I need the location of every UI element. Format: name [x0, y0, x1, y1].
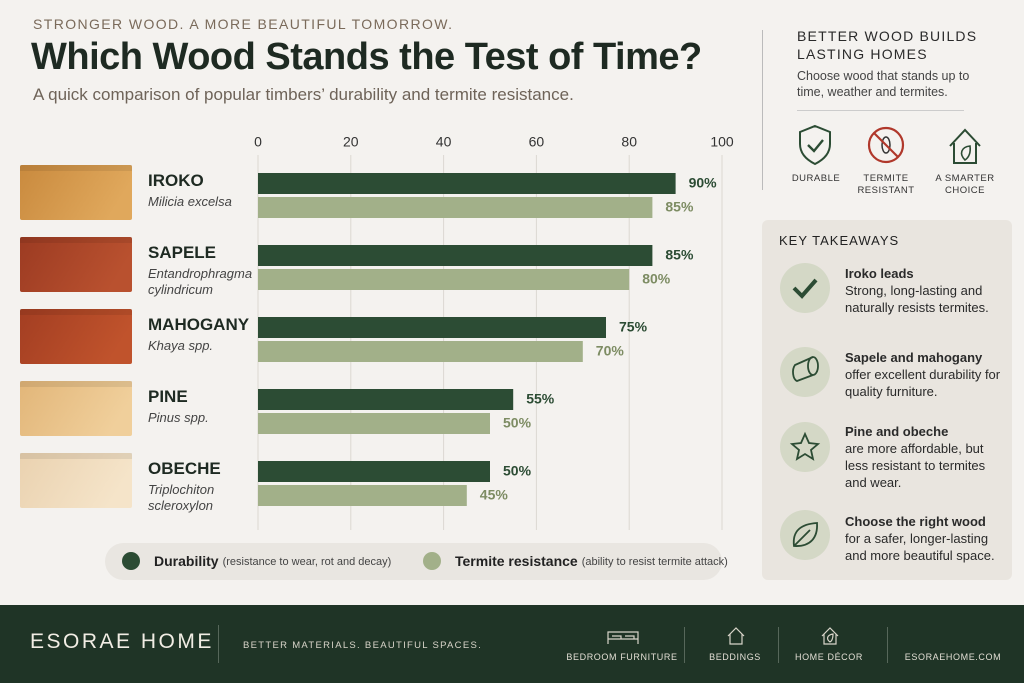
legend — [105, 543, 722, 580]
bar — [258, 245, 653, 266]
legend-name: Durability — [154, 553, 219, 569]
category-subtitle: Milicia excelsa — [148, 194, 232, 209]
legend-description: (resistance to wear, rot and decay) — [223, 556, 392, 568]
takeaway-heading: Pine and obeche — [845, 424, 949, 439]
value-label: 55% — [526, 391, 555, 407]
takeaways-title: KEY TAKEAWAYS — [779, 233, 900, 248]
x-tick-label: 100 — [710, 134, 734, 150]
icon-label: A SMARTER CHOICE — [935, 173, 995, 196]
brand: ESORAE HOME — [30, 630, 214, 653]
legend-text: Durability (resistance to wear, rot and d… — [154, 553, 391, 569]
x-tick-label: 20 — [343, 134, 359, 150]
category-label: IROKO — [148, 171, 204, 190]
bar — [258, 173, 676, 194]
footer-link[interactable]: BEDDINGS — [709, 652, 761, 662]
footer — [0, 605, 1024, 683]
category-subtitle: Pinus spp. — [148, 410, 209, 425]
divider — [762, 30, 763, 190]
takeaway: Iroko leads Strong, long-lasting and natu… — [845, 265, 1005, 316]
takeaway: Sapele and mahogany offer excellent durab… — [845, 349, 1005, 400]
value-label: 80% — [642, 271, 671, 287]
value-label: 85% — [665, 199, 694, 215]
footer-icons — [607, 627, 839, 645]
kicker: STRONGER WOOD. A MORE BEAUTIFUL TOMORROW… — [33, 16, 454, 32]
wood-swatch-edge — [20, 453, 132, 459]
value-label: 45% — [480, 487, 509, 503]
wood-swatch-edge — [20, 165, 132, 171]
bar — [258, 317, 606, 338]
legend-swatch — [423, 552, 441, 570]
legend-swatch — [122, 552, 140, 570]
x-tick-label: 80 — [621, 134, 637, 150]
takeaway-icons — [780, 263, 830, 560]
wood-swatch — [20, 453, 132, 508]
value-label: 50% — [503, 463, 532, 479]
bar — [258, 461, 490, 482]
takeaway-heading: Sapele and mahogany — [845, 350, 983, 365]
wood-swatch-edge — [20, 309, 132, 315]
sidebar-title: BETTER WOOD BUILDS LASTING HOMES — [797, 28, 978, 62]
legend-description: (ability to resist termite attack) — [582, 556, 728, 568]
legend-name: Termite resistance — [455, 553, 578, 569]
category-subtitle: Entandrophragma cylindricum — [148, 266, 253, 297]
category-subtitle: Triplochiton scleroxylon — [148, 482, 215, 513]
icon-label: TERMITE RESISTANT — [857, 173, 915, 196]
takeaway-heading: Choose the right wood — [845, 514, 986, 529]
icon-label: DURABLE — [791, 173, 841, 184]
value-label: 70% — [596, 343, 625, 359]
wood-swatch — [20, 237, 132, 292]
wood-swatch — [20, 309, 132, 364]
separator — [218, 625, 219, 663]
value-label: 75% — [619, 319, 648, 335]
subtitle: A quick comparison of popular timbers’ d… — [33, 85, 574, 104]
footer-link[interactable]: HOME DÉCOR — [794, 652, 863, 662]
category-label: OBECHE — [148, 459, 221, 478]
category-label: MAHOGANY — [148, 315, 250, 334]
tagline: BETTER MATERIALS. BEAUTIFUL SPACES. — [243, 640, 483, 651]
takeaway-text: Strong, long-lasting and naturally resis… — [845, 283, 989, 315]
bar — [258, 341, 583, 362]
takeaway-text: offer excellent durability for quality f… — [845, 367, 1001, 399]
wood-swatch — [20, 381, 132, 436]
bar — [258, 413, 490, 434]
separator — [684, 627, 685, 663]
x-tick-label: 0 — [254, 134, 262, 150]
takeaway: Choose the right wood for a safer, longer… — [845, 513, 1005, 564]
value-label: 85% — [665, 247, 694, 263]
takeaway-heading: Iroko leads — [845, 266, 914, 281]
bar — [258, 269, 630, 290]
title: Which Wood Stands the Test of Time? — [31, 36, 702, 78]
wood-swatch-edge — [20, 381, 132, 387]
category-label: PINE — [148, 387, 188, 406]
value-label: 50% — [503, 415, 532, 431]
bar — [258, 197, 653, 218]
wood-swatch-edge — [20, 237, 132, 243]
icons — [799, 124, 981, 166]
footer-link[interactable]: BEDROOM FURNITURE — [566, 652, 678, 662]
legend-text: Termite resistance (ability to resist ter… — [455, 553, 728, 569]
sidebar-text: Choose wood that stands up to time, weat… — [797, 69, 970, 99]
takeaway-text: are more affordable, but less resistant … — [845, 441, 986, 490]
separator — [778, 627, 779, 663]
category-label: SAPELE — [148, 243, 217, 262]
footer-link[interactable]: ESORAEHOME.COM — [904, 652, 1002, 662]
separator — [887, 627, 888, 663]
rule — [797, 110, 964, 111]
takeaway: Pine and obeche are more affordable, but … — [845, 423, 1005, 491]
bar — [258, 485, 467, 506]
x-tick-label: 60 — [529, 134, 545, 150]
bar — [258, 389, 514, 410]
takeaway-text: for a safer, longer-lasting and more bea… — [845, 531, 995, 563]
category-subtitle: Khaya spp. — [148, 338, 214, 353]
wood-swatch — [20, 165, 132, 220]
value-label: 90% — [689, 175, 718, 191]
x-tick-label: 40 — [436, 134, 452, 150]
